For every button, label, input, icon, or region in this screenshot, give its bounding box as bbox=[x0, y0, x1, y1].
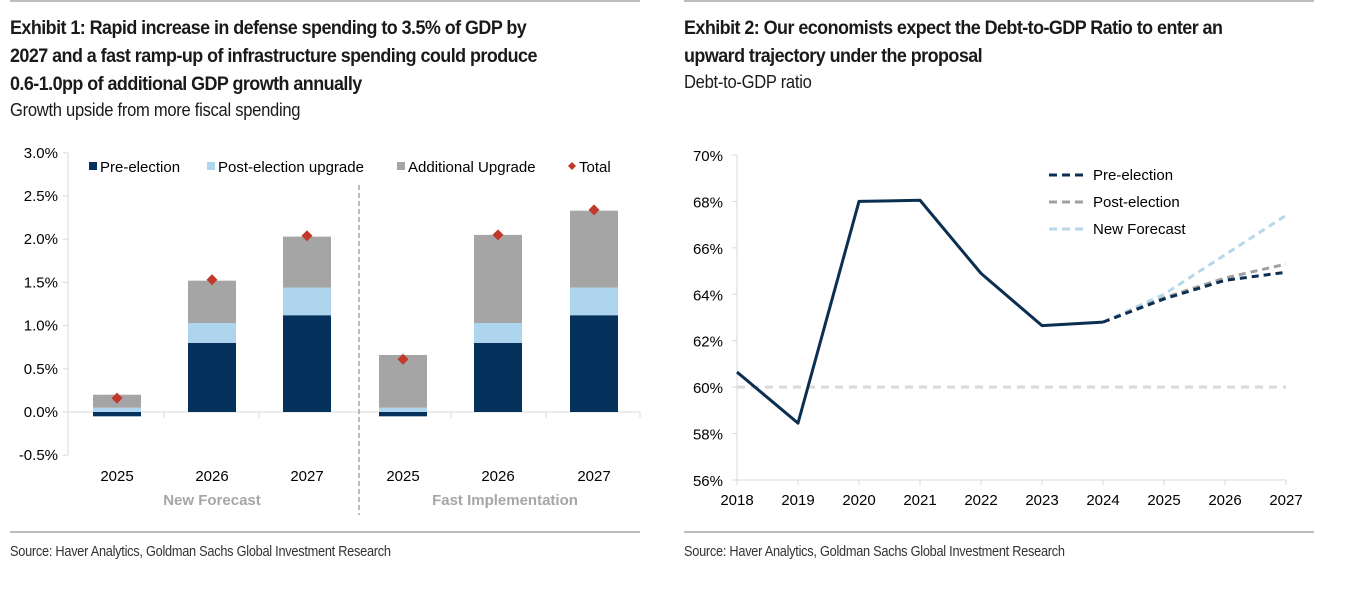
exhibit1-subtitle: Growth upside from more fiscal spending bbox=[10, 100, 301, 120]
series-post-election-line bbox=[1102, 262, 1287, 324]
bar-pre-election bbox=[188, 342, 236, 412]
y-tick-label: 64% bbox=[693, 287, 723, 304]
y-tick-label: 58% bbox=[693, 427, 723, 444]
x-tick-label: 2026 bbox=[1208, 492, 1241, 509]
series-actual-line bbox=[736, 198, 1104, 425]
bar-pre-election bbox=[570, 315, 618, 412]
x-tick-label: 2025 bbox=[386, 468, 419, 485]
y-tick-label: -0.5% bbox=[19, 447, 58, 464]
x-tick-label: 2021 bbox=[903, 492, 936, 509]
x-tick-label: 2026 bbox=[481, 468, 514, 485]
y-tick-label: 62% bbox=[693, 334, 723, 351]
legend-post-election: Post-election bbox=[1093, 194, 1180, 211]
x-tick-label: 2025 bbox=[1147, 492, 1180, 509]
y-tick-label: 0.5% bbox=[24, 361, 58, 378]
bar-additional-upgrade bbox=[474, 234, 522, 324]
legend-total-swatch bbox=[568, 162, 576, 170]
bar-additional-upgrade bbox=[188, 280, 236, 324]
exhibit2-title-line-1: Exhibit 2: Our economists expect the Deb… bbox=[684, 17, 1223, 39]
x-tick-label: 2023 bbox=[1025, 492, 1058, 509]
y-tick-label: 0.0% bbox=[24, 404, 58, 421]
bar-post-election-upgrade bbox=[379, 407, 427, 412]
exhibit1-source-rule bbox=[10, 531, 640, 533]
exhibit1-source: Source: Haver Analytics, Goldman Sachs G… bbox=[10, 544, 391, 560]
exhibit1-title-line-3: 0.6-1.0pp of additional GDP growth annua… bbox=[10, 73, 362, 95]
x-tick-label: 2024 bbox=[1086, 492, 1119, 509]
bar-post-election-upgrade bbox=[283, 287, 331, 316]
x-tick-label: 2018 bbox=[720, 492, 753, 509]
legend-pre-election: Pre-election bbox=[100, 159, 180, 176]
y-tick-label: 68% bbox=[693, 194, 723, 211]
x-tick-label: 2026 bbox=[195, 468, 228, 485]
y-tick-label: 1.5% bbox=[24, 274, 58, 291]
total-marker bbox=[206, 274, 218, 286]
y-tick-label: 66% bbox=[693, 241, 723, 258]
legend-total: Total bbox=[579, 159, 611, 176]
x-tick-label: 2027 bbox=[577, 468, 610, 485]
bar-pre-election bbox=[474, 342, 522, 412]
legend-post-election-upgrade-swatch bbox=[207, 162, 215, 170]
total-marker bbox=[301, 230, 313, 242]
total-marker bbox=[111, 392, 123, 404]
bar-post-election-upgrade bbox=[188, 323, 236, 343]
bar-post-election-upgrade bbox=[474, 323, 522, 343]
exhibit1-top-rule bbox=[10, 0, 640, 2]
exhibit2-top-rule bbox=[684, 0, 1314, 2]
exhibit1-title-line-2: 2027 and a fast ramp-up of infrastructur… bbox=[10, 45, 537, 67]
exhibit1-title-line-1: Exhibit 1: Rapid increase in defense spe… bbox=[10, 17, 527, 39]
bar-pre-election bbox=[379, 412, 427, 417]
legend-additional-upgrade: Additional Upgrade bbox=[408, 159, 536, 176]
x-tick-label: 2027 bbox=[290, 468, 323, 485]
legend-pre-election: Pre-election bbox=[1093, 167, 1173, 184]
bar-post-election-upgrade bbox=[93, 407, 141, 412]
exhibit2-subtitle: Debt-to-GDP ratio bbox=[684, 72, 812, 92]
exhibit2-title-line-2: upward trajectory under the proposal bbox=[684, 45, 983, 67]
x-tick-label: 2020 bbox=[842, 492, 875, 509]
legend-additional-upgrade-swatch bbox=[397, 162, 405, 170]
bar-pre-election bbox=[283, 315, 331, 412]
x-tick-label: 2025 bbox=[100, 468, 133, 485]
y-tick-label: 2.5% bbox=[24, 188, 58, 205]
group-label-new-forecast: New Forecast bbox=[163, 492, 261, 509]
y-tick-label: 70% bbox=[693, 148, 723, 165]
exhibit1-bar-chart: 3.0% 2.5% 2.0% 1.5% 1.0% 0.5% 0.0% -0.5% 2025 202… bbox=[19, 145, 641, 515]
y-tick-label: 60% bbox=[693, 380, 723, 397]
y-tick-label: 56% bbox=[693, 473, 723, 490]
x-tick-label: 2019 bbox=[781, 492, 814, 509]
group-label-fast-implementation: Fast Implementation bbox=[432, 492, 578, 509]
exhibit2-source: Source: Haver Analytics, Goldman Sachs G… bbox=[684, 544, 1065, 560]
total-marker bbox=[588, 204, 600, 216]
legend-post-election-upgrade: Post-election upgrade bbox=[218, 159, 364, 176]
series-pre-election-line bbox=[1102, 270, 1287, 324]
exhibit2-line-chart: 70% 68% 66% 64% 62% 60% 58% 56% 2018 2019 2020 2021… bbox=[693, 148, 1303, 509]
total-marker bbox=[492, 229, 504, 241]
exhibit2-source-rule bbox=[684, 531, 1314, 533]
x-tick-label: 2022 bbox=[964, 492, 997, 509]
y-tick-label: 3.0% bbox=[24, 145, 58, 162]
x-tick-label: 2027 bbox=[1269, 492, 1302, 509]
legend-new-forecast: New Forecast bbox=[1093, 221, 1186, 238]
total-marker bbox=[397, 353, 409, 365]
bar-additional-upgrade bbox=[283, 236, 331, 288]
legend-pre-election-swatch bbox=[89, 162, 97, 170]
y-tick-label: 2.0% bbox=[24, 231, 58, 248]
bar-pre-election bbox=[93, 412, 141, 417]
bar-post-election-upgrade bbox=[570, 287, 618, 316]
bar-additional-upgrade bbox=[570, 210, 618, 288]
y-tick-label: 1.0% bbox=[24, 318, 58, 335]
